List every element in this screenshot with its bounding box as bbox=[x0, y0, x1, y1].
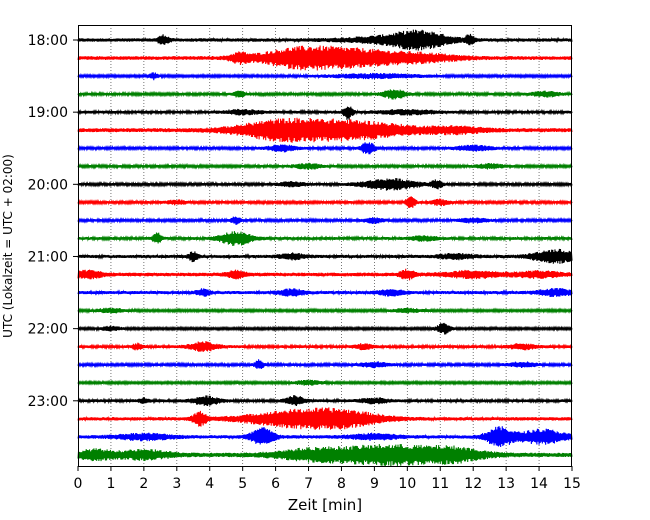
trace-2130 bbox=[77, 288, 573, 297]
trace-2230 bbox=[77, 359, 573, 369]
trace-1900 bbox=[77, 106, 573, 120]
trace-2015 bbox=[77, 196, 573, 208]
x-tick-label: 9 bbox=[370, 476, 379, 492]
y-tick-label: 23:00 bbox=[28, 394, 68, 410]
x-tick-label: 12 bbox=[464, 476, 482, 492]
trace-2045 bbox=[77, 231, 573, 246]
x-tick-label: 13 bbox=[497, 476, 515, 492]
trace-1845 bbox=[77, 89, 573, 100]
y-axis: 18:00 19:00 20:00 21:00 22:00 23:00 bbox=[28, 33, 78, 410]
y-tick-label: 19:00 bbox=[28, 105, 68, 121]
trace-1945 bbox=[77, 162, 573, 170]
trace-1915 bbox=[77, 117, 573, 143]
x-tick-label: 2 bbox=[139, 476, 148, 492]
x-tick-label: 5 bbox=[238, 476, 247, 492]
trace-2215 bbox=[77, 341, 573, 353]
y-tick-label: 21:00 bbox=[28, 249, 68, 265]
x-axis: 0 1 2 3 4 5 6 7 8 9 10 11 12 13 14 15 bbox=[74, 466, 581, 492]
x-tick-label: 1 bbox=[106, 476, 115, 492]
trace-1830 bbox=[77, 72, 573, 81]
trace-1800 bbox=[77, 29, 573, 51]
trace-2030 bbox=[77, 216, 573, 226]
trace-1815 bbox=[77, 45, 573, 71]
x-tick-label: 8 bbox=[337, 476, 346, 492]
x-tick-label: 0 bbox=[74, 476, 83, 492]
trace-2115 bbox=[77, 268, 573, 281]
y-tick-label: 22:00 bbox=[28, 322, 68, 338]
x-tick-label: 15 bbox=[563, 476, 581, 492]
x-axis-label: Zeit [min] bbox=[288, 496, 362, 514]
x-tick-label: 11 bbox=[431, 476, 449, 492]
trace-2345 bbox=[77, 444, 573, 466]
trace-2145 bbox=[77, 307, 573, 314]
x-tick-label: 10 bbox=[398, 476, 416, 492]
y-tick-label: 18:00 bbox=[28, 33, 68, 49]
trace-2000 bbox=[77, 178, 573, 191]
x-tick-label: 4 bbox=[205, 476, 214, 492]
y-tick-label: 20:00 bbox=[28, 177, 68, 193]
trace-2245 bbox=[77, 379, 573, 387]
trace-2315 bbox=[77, 407, 573, 430]
x-tick-label: 14 bbox=[530, 476, 548, 492]
trace-1930 bbox=[77, 142, 573, 155]
plot-frame bbox=[78, 25, 572, 467]
trace-2330 bbox=[77, 426, 573, 447]
traces bbox=[77, 29, 573, 466]
y-axis-label: UTC (Lokalzeit = UTC + 02:00) bbox=[1, 154, 15, 338]
x-tick-label: 3 bbox=[172, 476, 181, 492]
trace-2300 bbox=[77, 395, 573, 406]
x-tick-label: 7 bbox=[304, 476, 313, 492]
x-tick-label: 6 bbox=[271, 476, 280, 492]
trace-2200 bbox=[77, 322, 573, 335]
trace-2100 bbox=[77, 248, 573, 264]
